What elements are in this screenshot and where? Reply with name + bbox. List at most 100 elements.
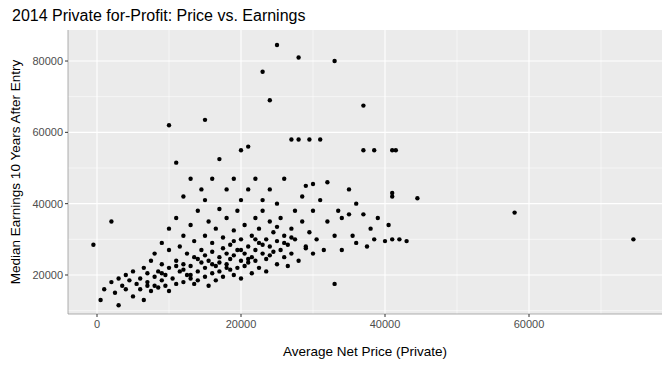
grid-line bbox=[68, 60, 662, 61]
point bbox=[232, 253, 236, 257]
point bbox=[253, 259, 257, 263]
y-tick bbox=[65, 274, 68, 275]
point bbox=[221, 275, 225, 279]
point bbox=[250, 234, 254, 238]
point bbox=[210, 177, 214, 181]
x-tick bbox=[385, 314, 386, 317]
point bbox=[264, 237, 268, 241]
point bbox=[268, 98, 272, 102]
point bbox=[332, 282, 336, 286]
point bbox=[217, 269, 221, 273]
point bbox=[314, 237, 318, 241]
point bbox=[217, 157, 221, 161]
point bbox=[232, 177, 236, 181]
point bbox=[224, 216, 228, 220]
point bbox=[206, 259, 210, 263]
point bbox=[260, 251, 264, 255]
point bbox=[210, 241, 214, 245]
point bbox=[127, 278, 131, 282]
point bbox=[174, 282, 178, 286]
point bbox=[390, 194, 394, 198]
point bbox=[631, 237, 635, 241]
point bbox=[512, 210, 516, 214]
point bbox=[332, 59, 336, 63]
y-tick-label: 80000 bbox=[32, 55, 63, 67]
point bbox=[178, 244, 182, 248]
point bbox=[235, 266, 239, 270]
grid-line bbox=[528, 30, 529, 314]
point bbox=[185, 251, 189, 255]
point bbox=[188, 273, 192, 277]
point bbox=[271, 250, 275, 254]
point bbox=[242, 251, 246, 255]
point bbox=[181, 262, 185, 266]
point bbox=[361, 212, 365, 216]
point bbox=[199, 187, 203, 191]
point bbox=[224, 266, 228, 270]
point bbox=[246, 244, 250, 248]
point bbox=[372, 148, 376, 152]
point bbox=[235, 209, 239, 213]
y-tick bbox=[65, 132, 68, 133]
point bbox=[253, 216, 257, 220]
point bbox=[203, 234, 207, 238]
point bbox=[282, 255, 286, 259]
point bbox=[167, 248, 171, 252]
point bbox=[174, 160, 178, 164]
point bbox=[138, 287, 142, 291]
minor-grid-line bbox=[68, 310, 662, 311]
point bbox=[300, 219, 304, 223]
point bbox=[257, 226, 261, 230]
point bbox=[332, 234, 336, 238]
point bbox=[415, 196, 419, 200]
point bbox=[282, 177, 286, 181]
point bbox=[181, 194, 185, 198]
point bbox=[174, 216, 178, 220]
point bbox=[174, 264, 178, 268]
point bbox=[149, 289, 153, 293]
point bbox=[271, 230, 275, 234]
point bbox=[293, 209, 297, 213]
point bbox=[239, 198, 243, 202]
point bbox=[163, 283, 167, 287]
point bbox=[304, 246, 308, 250]
point bbox=[196, 257, 200, 261]
point bbox=[325, 180, 329, 184]
point bbox=[390, 237, 394, 241]
point bbox=[282, 234, 286, 238]
x-tick-label: 20000 bbox=[226, 318, 257, 330]
point bbox=[275, 239, 279, 243]
point bbox=[192, 239, 196, 243]
point bbox=[217, 255, 221, 259]
point bbox=[116, 303, 120, 307]
point bbox=[232, 273, 236, 277]
point bbox=[376, 216, 380, 220]
point bbox=[268, 219, 272, 223]
point bbox=[210, 271, 214, 275]
point bbox=[242, 223, 246, 227]
point bbox=[131, 294, 135, 298]
point bbox=[232, 239, 236, 243]
y-tick bbox=[65, 61, 68, 62]
minor-grid-line bbox=[457, 30, 458, 314]
x-tick bbox=[241, 314, 242, 317]
point bbox=[318, 198, 322, 202]
x-tick bbox=[97, 314, 98, 317]
point bbox=[361, 148, 365, 152]
point bbox=[296, 259, 300, 263]
point bbox=[98, 298, 102, 302]
minor-grid-line bbox=[313, 30, 314, 314]
point bbox=[325, 219, 329, 223]
point bbox=[160, 271, 164, 275]
point bbox=[275, 225, 279, 229]
point bbox=[134, 282, 138, 286]
point bbox=[278, 216, 282, 220]
point bbox=[246, 144, 250, 148]
point bbox=[192, 282, 196, 286]
y-axis-label: Median Earnings 10 Years After Entry bbox=[8, 60, 23, 285]
point bbox=[138, 276, 142, 280]
point bbox=[145, 283, 149, 287]
point bbox=[260, 209, 264, 213]
point bbox=[203, 253, 207, 257]
point bbox=[250, 271, 254, 275]
